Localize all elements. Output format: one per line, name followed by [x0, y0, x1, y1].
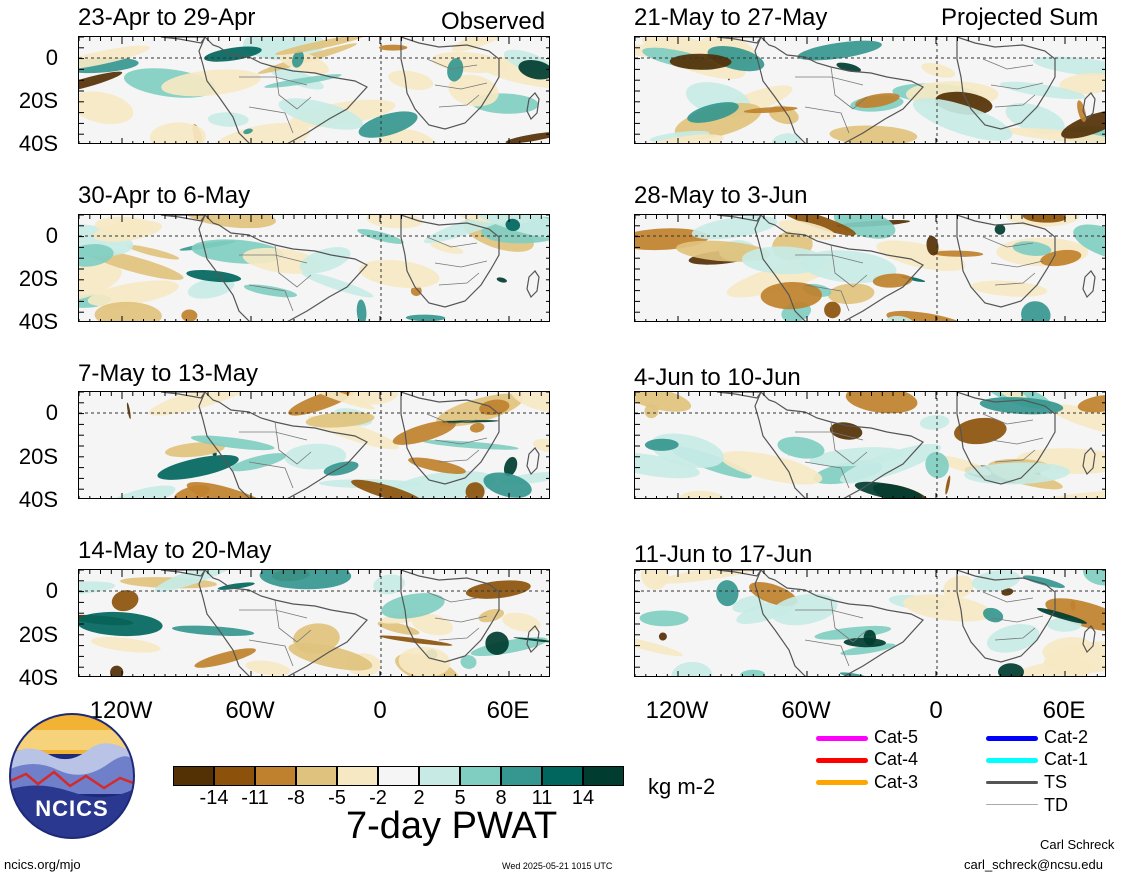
colorbar-tick-label: -5: [328, 787, 346, 809]
legend-line-cat5: [816, 736, 868, 741]
anomaly-field: [635, 392, 1105, 498]
observed-label: Observed: [441, 8, 546, 35]
legend-label-cat2: Cat-2: [1044, 727, 1089, 747]
anomaly-field: [79, 392, 549, 498]
colorbar-swatch: [296, 766, 337, 786]
footer-url[interactable]: ncics.org/mjo: [4, 857, 81, 872]
legend-label-cat3: Cat-3: [874, 772, 919, 792]
colorbar-tick-label: -14: [199, 787, 229, 809]
x-label-60w-right: 60W: [781, 697, 831, 724]
anomaly-field: [79, 37, 549, 143]
legend-label-ts: TS: [1044, 772, 1068, 792]
y-label-20s-row1: 20S: [18, 88, 58, 113]
panel-title-2: 30-Apr to 6-May: [78, 182, 251, 209]
y-label-40s-row3: 40S: [18, 487, 58, 512]
colorbar-swatch: [542, 766, 583, 786]
legend-line-cat1: [986, 758, 1038, 763]
y-label-40s-row2: 40S: [18, 309, 58, 334]
panel-title-8: 11-Jun to 17-Jun: [634, 541, 813, 568]
colorbar-swatch: [501, 766, 542, 786]
legend-line-cat4: [816, 758, 868, 763]
y-label-20s-row2: 20S: [18, 266, 58, 291]
ncics-logo-graphic: [9, 713, 135, 839]
legend-line-cat3: [816, 780, 868, 785]
colorbar-swatch: [173, 766, 214, 786]
map-panel-3: [78, 391, 550, 499]
panel-title-1: 23-Apr to 29-Apr: [78, 4, 256, 31]
legend-label-td: TD: [1044, 795, 1068, 815]
colorbar-tick-label: -8: [287, 787, 305, 809]
x-label-60e-left: 60E: [486, 697, 530, 724]
legend-label-cat4: Cat-4: [874, 749, 919, 769]
legend-label-cat5: Cat-5: [874, 727, 919, 747]
panel-title-3: 7-May to 13-May: [78, 360, 259, 387]
footer-email[interactable]: carl_schreck@ncsu.edu: [964, 857, 1103, 872]
anomaly-field: [79, 570, 549, 676]
map-panel-8: [634, 569, 1106, 677]
colorbar-swatch: [378, 766, 419, 786]
footer-author: Carl Schreck: [1040, 837, 1115, 852]
map-panel-4: [78, 569, 550, 677]
y-label-40s-row4: 40S: [18, 665, 58, 690]
x-label-120w-left: 120W: [89, 697, 153, 724]
colorbar-tick-label: 14: [571, 787, 595, 809]
x-label-60w-left: 60W: [225, 697, 275, 724]
colorbar-tick-label: -2: [369, 787, 387, 809]
legend-line-cat2: [986, 736, 1038, 741]
map-panel-7: [634, 391, 1106, 499]
anomaly-field: [79, 215, 549, 321]
legend-line-td: [986, 804, 1038, 805]
colorbar-tick-label: 8: [495, 787, 507, 809]
projected-sum-label: Projected Sum: [941, 4, 1099, 31]
map-panel-6: [634, 214, 1106, 322]
colorbar-swatch: [419, 766, 460, 786]
y-label-0-row2: 0: [45, 223, 58, 248]
colorbar-units: kg m-2: [648, 774, 716, 799]
colorbar-tick-label: 5: [454, 787, 466, 809]
logo-text: NCICS: [35, 796, 109, 821]
colorbar-swatch: [583, 766, 624, 786]
y-label-0-row3: 0: [45, 400, 58, 425]
panel-title-7: 4-Jun to 10-Jun: [634, 364, 801, 391]
panel-title-5: 21-May to 27-May: [634, 4, 828, 31]
y-label-0-row1: 0: [45, 45, 58, 70]
colorbar-swatch: [214, 766, 255, 786]
anomaly-field: [635, 215, 1105, 321]
x-label-0-left: 0: [373, 697, 387, 724]
main-title: 7-day PWAT: [346, 805, 558, 847]
y-label-0-row4: 0: [45, 578, 58, 603]
y-label-20s-row4: 20S: [18, 622, 58, 647]
x-label-0-right: 0: [929, 697, 943, 724]
anomaly-field: [635, 37, 1105, 143]
map-panel-5: [634, 36, 1106, 144]
colorbar-tick-label: 2: [413, 787, 425, 809]
anomaly-field: [635, 570, 1105, 676]
legend-line-ts: [986, 781, 1038, 784]
panel-title-6: 28-May to 3-Jun: [634, 182, 808, 209]
colorbar-swatch: [337, 766, 378, 786]
x-label-120w-right: 120W: [645, 697, 709, 724]
colorbar-tick-label: -11: [241, 787, 269, 809]
y-label-20s-row3: 20S: [18, 444, 58, 469]
colorbar-tick-label: 11: [531, 787, 553, 809]
map-panel-2: [78, 214, 550, 322]
map-panel-1: [78, 36, 550, 144]
colorbar-swatch: [460, 766, 501, 786]
y-label-40s-row1: 40S: [18, 131, 58, 156]
x-label-60e-right: 60E: [1042, 697, 1086, 724]
colorbar-swatch: [255, 766, 296, 786]
footer-timestamp: Wed 2025-05-21 1015 UTC: [502, 861, 613, 871]
legend-label-cat1: Cat-1: [1044, 749, 1089, 769]
ncics-logo: NCICS: [8, 712, 136, 840]
panel-title-4: 14-May to 20-May: [78, 537, 272, 564]
